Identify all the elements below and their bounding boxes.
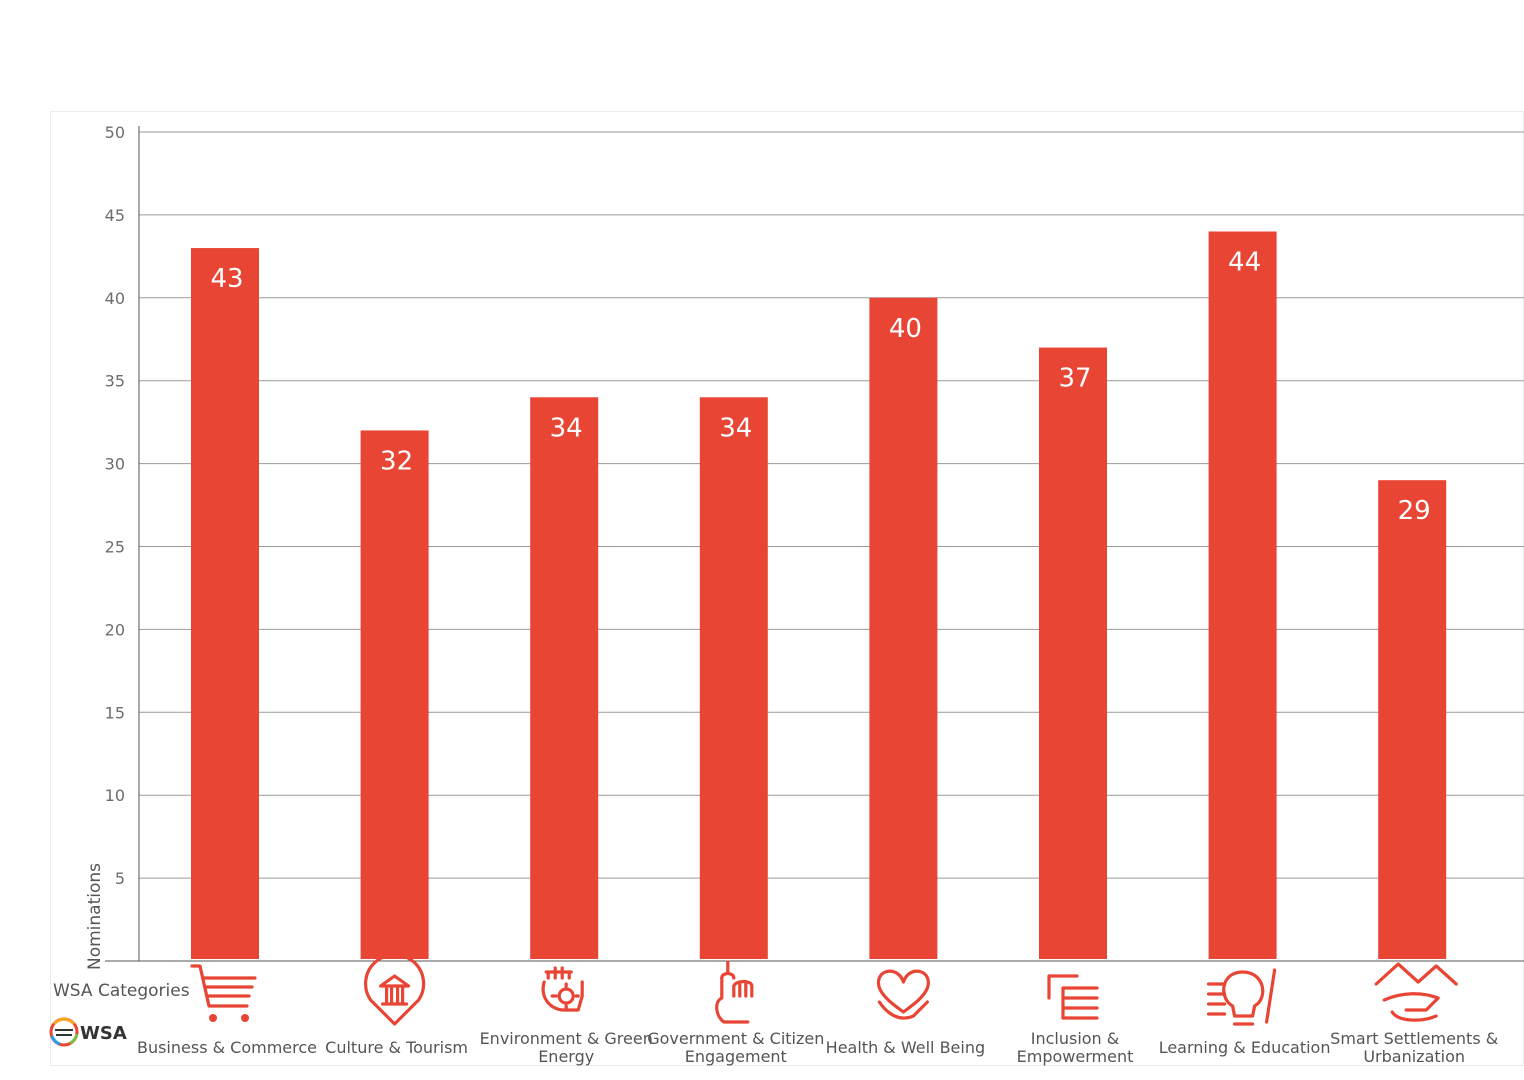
bars: 43 32 34 34 40 37 44 29 xyxy=(191,231,1447,960)
bar xyxy=(699,397,768,959)
y-tick-label: 25 xyxy=(105,538,125,557)
y-tick-label: 45 xyxy=(105,206,125,225)
roof-hand-icon xyxy=(1374,962,1458,1022)
bar-value-label: 44 xyxy=(1228,247,1261,277)
bar xyxy=(360,430,429,959)
y-tick-labels: 5 10 15 20 25 30 35 40 45 50 xyxy=(105,123,125,888)
bar xyxy=(530,397,599,959)
category-label: Government & Citizen xyxy=(647,1029,824,1048)
category-label: Urbanization xyxy=(1363,1047,1465,1066)
y-tick-label: 40 xyxy=(105,289,125,308)
pointing-hand-icon xyxy=(715,960,754,1024)
category-label: Empowerment xyxy=(1017,1047,1134,1066)
bar-value-label: 32 xyxy=(380,446,413,476)
x-axis-title: WSA Categories xyxy=(53,981,190,1001)
y-tick-label: 50 xyxy=(105,123,125,142)
y-tick-label: 5 xyxy=(115,869,125,888)
category-label: Inclusion & xyxy=(1031,1029,1120,1048)
axes xyxy=(105,126,1524,962)
category-label: Smart Settlements & xyxy=(1330,1029,1498,1048)
category-labels: Business & Commerce Culture & Tourism Envi… xyxy=(137,1029,1498,1066)
category-label: Energy xyxy=(538,1047,594,1066)
museum-pin-icon xyxy=(364,953,426,1026)
bar xyxy=(191,248,259,959)
bar xyxy=(1208,231,1277,960)
y-tick-label: 35 xyxy=(105,372,125,391)
bar-value-label: 34 xyxy=(719,413,752,443)
category-label: Culture & Tourism xyxy=(325,1038,468,1057)
logo-text: WSA xyxy=(80,1023,127,1044)
heart-hand-icon xyxy=(876,969,930,1020)
y-axis-title: Nominations xyxy=(85,863,105,970)
hand-sun-icon xyxy=(541,966,584,1012)
globe-icon xyxy=(49,1017,79,1047)
bar-value-label: 34 xyxy=(550,413,583,443)
wsa-logo: WSA xyxy=(49,1017,127,1047)
bar-value-label: 40 xyxy=(889,314,922,344)
shopping-cart-icon xyxy=(190,964,257,1022)
bar-value-label: 29 xyxy=(1398,496,1431,526)
bar xyxy=(869,297,938,959)
category-icons xyxy=(190,953,1458,1026)
category-label: Environment & Green xyxy=(480,1029,653,1048)
category-label: Engagement xyxy=(685,1047,787,1066)
bar xyxy=(1039,347,1107,959)
hand-card-icon xyxy=(1047,974,1099,1020)
bar xyxy=(1378,480,1447,959)
category-label: Health & Well Being xyxy=(826,1038,985,1057)
y-tick-label: 30 xyxy=(105,455,125,474)
y-tick-label: 20 xyxy=(105,620,125,639)
bar-value-label: 37 xyxy=(1058,364,1091,394)
grid-lines xyxy=(139,131,1524,879)
lightbulb-hand-icon xyxy=(1206,968,1277,1026)
category-label: Learning & Education xyxy=(1159,1038,1331,1057)
y-tick-label: 15 xyxy=(105,703,125,722)
category-label: Business & Commerce xyxy=(137,1038,317,1057)
y-tick-label: 10 xyxy=(105,786,125,805)
bar-value-label: 43 xyxy=(210,264,243,294)
